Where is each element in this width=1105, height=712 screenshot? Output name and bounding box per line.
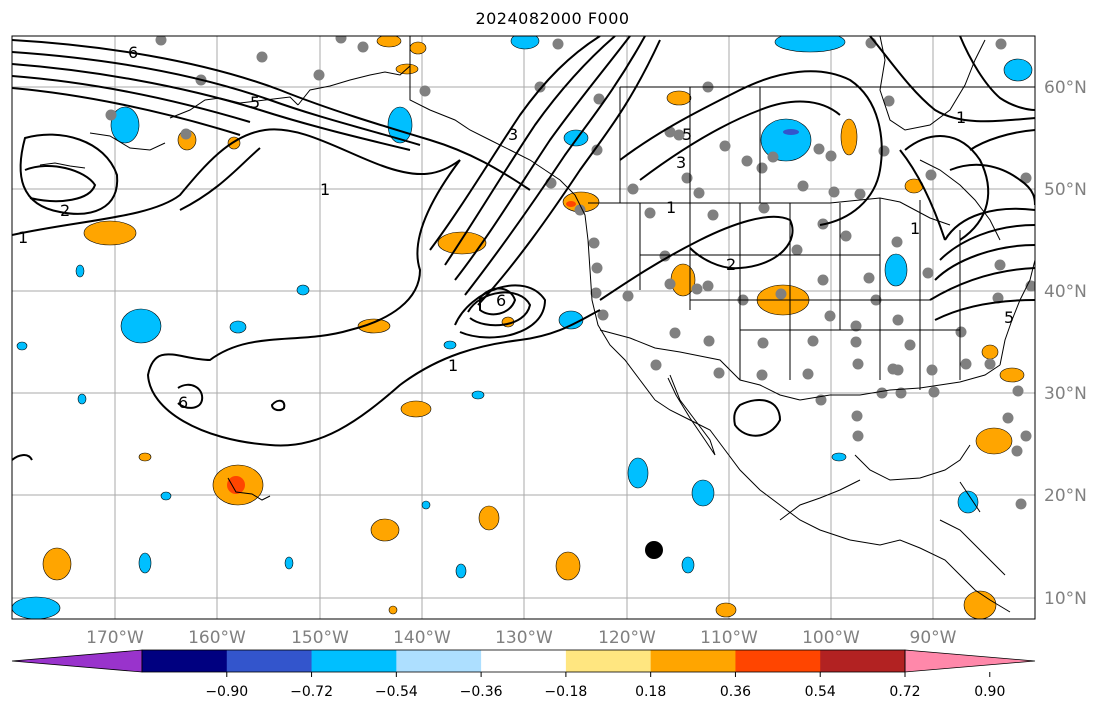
- strong-negative-anomaly-areas: [783, 129, 799, 135]
- coastlines-and-borders: [39, 36, 1035, 613]
- contour-label: 1: [18, 228, 28, 247]
- colorbar-swatch: [311, 650, 397, 672]
- colorbar-tick-label: −0.90: [205, 684, 248, 700]
- colorbar-tick-label: −0.36: [460, 684, 503, 700]
- graticule: [12, 36, 1035, 619]
- lon-label: 160°W: [188, 628, 246, 648]
- contour-label: 1: [956, 108, 966, 127]
- colorbar-swatch: [226, 650, 313, 672]
- station-markers: [105, 36, 1035, 510]
- lon-label: 110°W: [700, 628, 758, 648]
- colorbar-swatch: [565, 650, 652, 672]
- negative-anomaly-areas: [12, 36, 1033, 619]
- lon-label: 120°W: [598, 628, 656, 648]
- contour-label: 5: [1004, 308, 1014, 327]
- colorbar-swatch: [481, 650, 567, 672]
- colorbar-swatch: [820, 650, 906, 672]
- colorbar-tick-label: 0.18: [635, 684, 666, 700]
- contour-label: 6: [178, 393, 188, 412]
- longitude-labels: 170°W 160°W 150°W 140°W 130°W 120°W 110°…: [86, 628, 957, 648]
- colorbar: −0.90 −0.72 −0.54 −0.36 −0.18 0.18 0.36 0.54 0.7…: [11, 649, 1036, 700]
- contour-label: 1: [666, 198, 676, 217]
- map-title: 2024082000 F000: [475, 9, 630, 28]
- lon-label: 140°W: [393, 628, 451, 648]
- lat-label: 60°N: [1044, 78, 1087, 98]
- contour-label: 1: [910, 219, 920, 238]
- contour-label: 2: [60, 201, 70, 220]
- lat-label: 30°N: [1044, 384, 1087, 404]
- storm-marker: [645, 541, 663, 559]
- contour-label: 1: [320, 180, 330, 199]
- lat-label: 40°N: [1044, 282, 1087, 302]
- strong-positive-anomaly-areas: [227, 201, 576, 494]
- colorbar-tick-label: 0.54: [805, 684, 836, 700]
- lat-label: 10°N: [1044, 589, 1087, 609]
- colorbar-swatch: [11, 649, 143, 673]
- contour-label: 6: [128, 43, 138, 62]
- contour-label: 2: [726, 255, 736, 274]
- colorbar-tick-label: 0.72: [889, 684, 920, 700]
- lon-label: 130°W: [495, 628, 553, 648]
- contour-label: 1: [448, 356, 458, 375]
- contour-lines: [12, 36, 1035, 461]
- lon-label: 100°W: [802, 628, 860, 648]
- lon-label: 170°W: [86, 628, 144, 648]
- contour-label: 6: [496, 291, 506, 310]
- contour-labels: 6 5 3 1 2 1 1 6 5 3 1 2 6 5 1 1: [18, 43, 1014, 412]
- colorbar-tick-label: 0.90: [974, 684, 1005, 700]
- contour-label: 5: [250, 93, 260, 112]
- lon-label: 90°W: [910, 628, 957, 648]
- colorbar-outline: [141, 649, 906, 673]
- lon-label: 150°W: [291, 628, 349, 648]
- colorbar-tick-label: −0.72: [290, 684, 333, 700]
- colorbar-swatch: [735, 650, 821, 672]
- colorbar-swatch: [904, 649, 1036, 673]
- contour-label: 3: [508, 125, 518, 144]
- colorbar-swatch: [142, 650, 228, 672]
- colorbar-swatch: [396, 650, 482, 672]
- colorbar-swatch: [650, 650, 736, 672]
- lat-label: 20°N: [1044, 486, 1087, 506]
- colorbar-tick-label: 0.36: [720, 684, 751, 700]
- map-border: [11, 35, 1036, 620]
- colorbar-tick-label: −0.54: [375, 684, 418, 700]
- contour-label: 3: [676, 153, 686, 172]
- lat-label: 50°N: [1044, 180, 1087, 200]
- latitude-labels: 60°N 50°N 40°N 30°N 20°N 10°N: [1044, 78, 1087, 609]
- contour-label: 5: [682, 125, 692, 144]
- colorbar-tick-label: −0.18: [544, 684, 587, 700]
